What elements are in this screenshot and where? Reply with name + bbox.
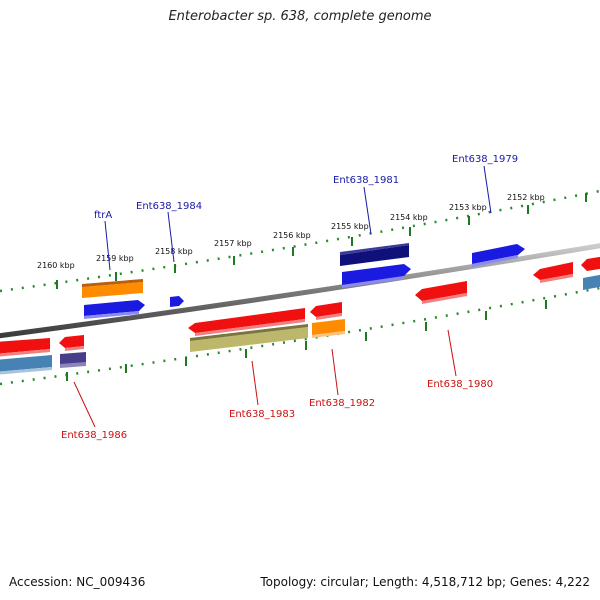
gene-steel-feature[interactable]	[0, 355, 52, 372]
upper-major-ticks	[56, 193, 587, 289]
forward-genes	[82, 243, 525, 319]
gene-ent638-1984[interactable]	[170, 296, 184, 307]
scale-label: 2160 kbp	[37, 261, 75, 270]
label-leaders	[73, 165, 492, 428]
gene-red-feature[interactable]	[188, 308, 305, 333]
scale-label: 2153 kbp	[449, 203, 487, 212]
gene-label-ent638-1983: Ent638_1983	[229, 409, 295, 420]
genome-summary-text: Topology: circular; Length: 4,518,712 bp…	[260, 575, 590, 589]
genome-backbone	[0, 243, 600, 339]
gene-ent638-1983[interactable]	[190, 327, 308, 352]
gene-ent638-1981-navy[interactable]	[340, 245, 409, 266]
scale-label: 2152 kbp	[507, 193, 545, 202]
gene-label-ent638-1982: Ent638_1982	[309, 398, 375, 409]
gene-label-ent638-1979: Ent638_1979	[452, 154, 518, 165]
gene-red-feature[interactable]	[310, 302, 342, 317]
scale-label: 2158 kbp	[155, 247, 193, 256]
page-title: Enterobacter sp. 638, complete genome	[168, 9, 432, 24]
accession-text: Accession: NC_009436	[9, 575, 146, 589]
gene-label-ftrA: ftrA	[94, 210, 112, 221]
lower-major-ticks	[66, 300, 547, 381]
scale-label: 2155 kbp	[331, 222, 369, 231]
gene-ftrA[interactable]	[84, 300, 145, 316]
gene-label-ent638-1984: Ent638_1984	[136, 201, 202, 212]
upper-tick-track	[0, 189, 600, 293]
gene-ent638-1981[interactable]	[342, 264, 411, 285]
scale-label: 2159 kbp	[96, 254, 134, 263]
gene-steel-feature[interactable]	[583, 274, 600, 290]
gene-label-ent638-1981: Ent638_1981	[333, 175, 399, 186]
gene-ent638-1982[interactable]	[312, 319, 345, 335]
scale-label: 2156 kbp	[273, 231, 311, 240]
reverse-genes	[0, 256, 600, 375]
scale-label: 2157 kbp	[214, 239, 252, 248]
gene-orange-feature[interactable]	[82, 282, 143, 298]
gene-ent638-1980[interactable]	[415, 281, 467, 301]
gene-ent638-1979[interactable]	[472, 244, 525, 264]
gene-red-feature[interactable]	[533, 262, 573, 280]
scale-label: 2154 kbp	[390, 213, 428, 222]
gene-label-ent638-1980: Ent638_1980	[427, 379, 493, 390]
gene-label-ent638-1986: Ent638_1986	[61, 430, 127, 441]
gene-red-feature[interactable]	[581, 256, 600, 271]
gene-red-feature[interactable]	[59, 335, 84, 348]
gene-red-feature[interactable]	[0, 338, 50, 354]
